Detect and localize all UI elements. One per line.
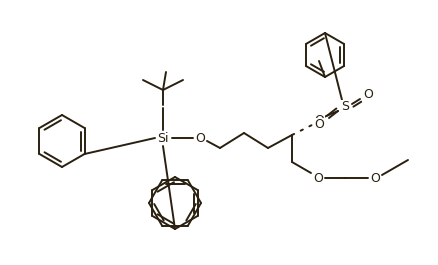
Text: O: O	[370, 171, 380, 184]
Text: O: O	[195, 131, 205, 144]
Text: O: O	[313, 171, 323, 184]
Text: S: S	[341, 100, 349, 113]
Text: O: O	[314, 114, 324, 127]
Text: O: O	[363, 89, 373, 101]
Text: Si: Si	[157, 131, 169, 144]
Text: O: O	[314, 118, 324, 131]
